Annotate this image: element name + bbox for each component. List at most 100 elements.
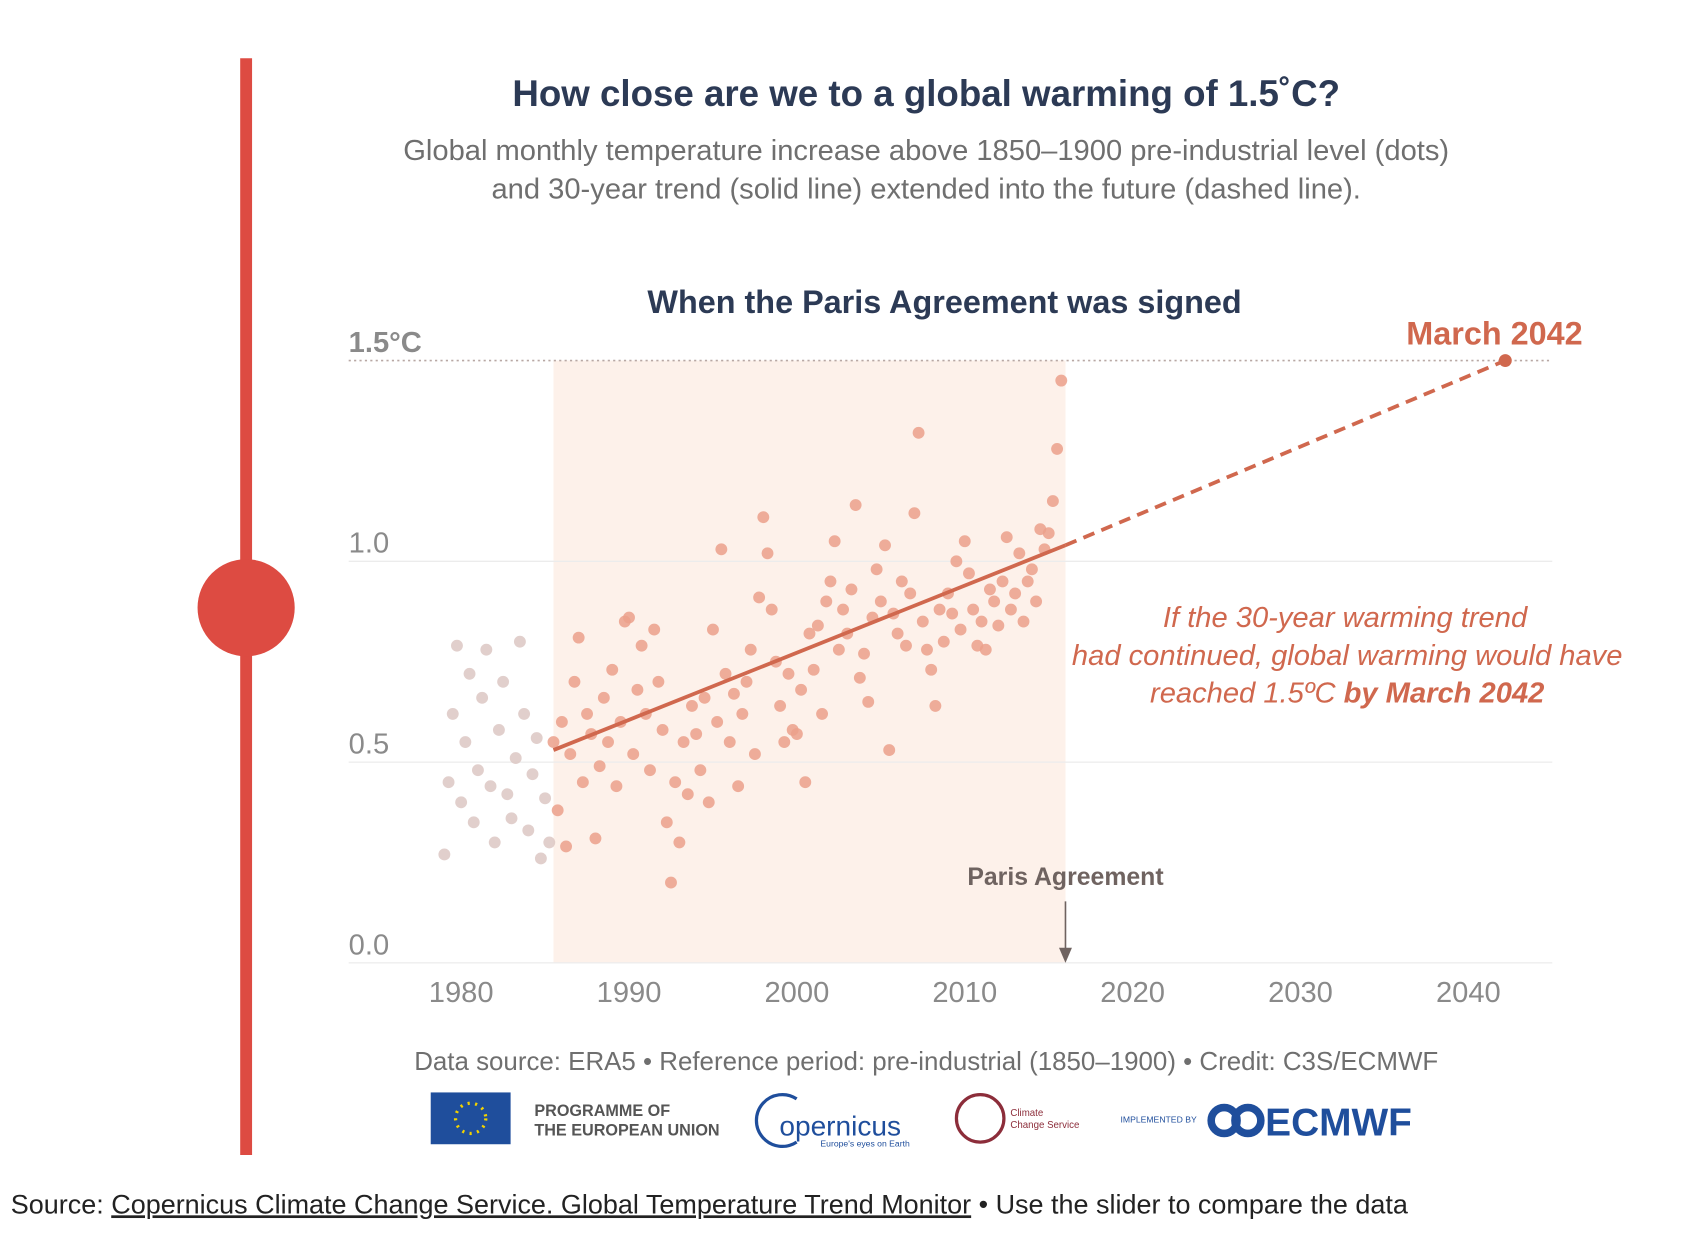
dot xyxy=(484,780,497,793)
dot xyxy=(652,675,665,688)
dot xyxy=(610,780,623,793)
dot xyxy=(644,764,656,777)
dot xyxy=(870,563,883,576)
dot xyxy=(799,776,812,789)
note: reached 1.5ºC by March 2042 xyxy=(1150,678,1544,710)
dot xyxy=(480,643,493,656)
annotation: Paris Agreement xyxy=(967,864,1163,891)
dot xyxy=(707,623,719,636)
dot xyxy=(744,643,757,656)
dot xyxy=(1051,442,1064,455)
dot xyxy=(728,687,740,700)
dot xyxy=(686,699,698,712)
dot xyxy=(753,591,766,604)
dot xyxy=(492,724,505,736)
source-link[interactable]: Copernicus Climate Change Service. Globa… xyxy=(111,1189,971,1219)
dot xyxy=(765,603,778,616)
slider-handle[interactable] xyxy=(197,559,295,657)
dot xyxy=(782,667,795,680)
dot xyxy=(472,764,484,777)
subtitle: Global monthly temperature increase abov… xyxy=(403,135,1449,167)
logo-text: Europe's eyes on Earth xyxy=(820,1138,910,1148)
x-tick-label: 2000 xyxy=(764,977,829,1009)
ecmwf-mark xyxy=(1231,1103,1265,1138)
dot xyxy=(858,647,870,660)
dot xyxy=(673,836,686,849)
dot xyxy=(694,764,707,777)
dot xyxy=(501,788,514,801)
dot xyxy=(824,575,837,588)
dot xyxy=(555,716,568,728)
dot xyxy=(497,675,510,688)
logo-text: ECMWF xyxy=(1265,1102,1412,1145)
y-tick-label: 1.0 xyxy=(349,528,390,560)
logo-text: THE EUROPEAN UNION xyxy=(534,1122,719,1140)
dot xyxy=(539,792,552,805)
dot xyxy=(967,603,980,616)
logo-text: IMPLEMENTED BY xyxy=(1121,1115,1197,1125)
dot xyxy=(1042,527,1055,540)
source-prefix: Source: xyxy=(11,1189,111,1219)
dot xyxy=(790,728,803,740)
x-tick-label: 2040 xyxy=(1436,977,1501,1009)
endpoint-label: March 2042 xyxy=(1406,315,1582,351)
logo-text: Climate xyxy=(1010,1108,1043,1119)
dot xyxy=(807,663,820,676)
dot xyxy=(740,675,753,688)
dot xyxy=(895,575,908,588)
x-tick-label: 2010 xyxy=(932,977,997,1009)
dot xyxy=(979,643,992,656)
x-tick-label: 1980 xyxy=(429,977,494,1009)
dot xyxy=(459,736,472,748)
footnote: Data source: ERA5 • Reference period: pr… xyxy=(414,1048,1438,1076)
dot xyxy=(463,667,476,680)
dot xyxy=(681,788,694,801)
dot xyxy=(828,535,841,548)
dot xyxy=(845,583,858,596)
dot xyxy=(803,627,816,640)
dot xyxy=(568,675,581,688)
dot xyxy=(1046,495,1059,508)
dot xyxy=(723,736,736,748)
dot xyxy=(1013,547,1026,560)
dot xyxy=(564,748,577,761)
dot xyxy=(883,744,896,757)
dot xyxy=(748,748,761,761)
dot xyxy=(904,587,917,600)
dot xyxy=(560,840,573,853)
dot xyxy=(837,603,849,616)
dot xyxy=(589,832,602,845)
dot xyxy=(698,691,711,704)
dot xyxy=(518,707,531,720)
dot xyxy=(736,707,749,720)
note-bold: by March 2042 xyxy=(1344,678,1545,710)
dot xyxy=(988,595,1001,608)
dot xyxy=(1030,595,1043,608)
dot xyxy=(820,595,833,608)
dot xyxy=(509,752,522,765)
dot xyxy=(811,619,824,632)
dot xyxy=(958,535,971,548)
dot xyxy=(505,812,518,825)
dot xyxy=(627,748,640,761)
y-tick-label: 0.5 xyxy=(349,728,390,760)
dot xyxy=(669,776,682,789)
dot xyxy=(908,507,921,520)
dot xyxy=(572,631,585,644)
eu-stars xyxy=(453,1101,488,1136)
dot xyxy=(677,736,690,748)
logo-text: PROGRAMME OF xyxy=(534,1102,670,1120)
dot xyxy=(912,426,925,439)
dot xyxy=(933,603,946,616)
dot xyxy=(963,567,975,580)
y-tick-label: 0.0 xyxy=(349,929,390,961)
dot xyxy=(631,683,644,696)
dot xyxy=(950,555,963,568)
dot xyxy=(853,671,866,684)
dot xyxy=(1025,563,1038,576)
dot xyxy=(916,615,929,628)
dot xyxy=(925,663,938,676)
dot xyxy=(547,736,560,748)
copernicus-c xyxy=(754,1093,798,1148)
